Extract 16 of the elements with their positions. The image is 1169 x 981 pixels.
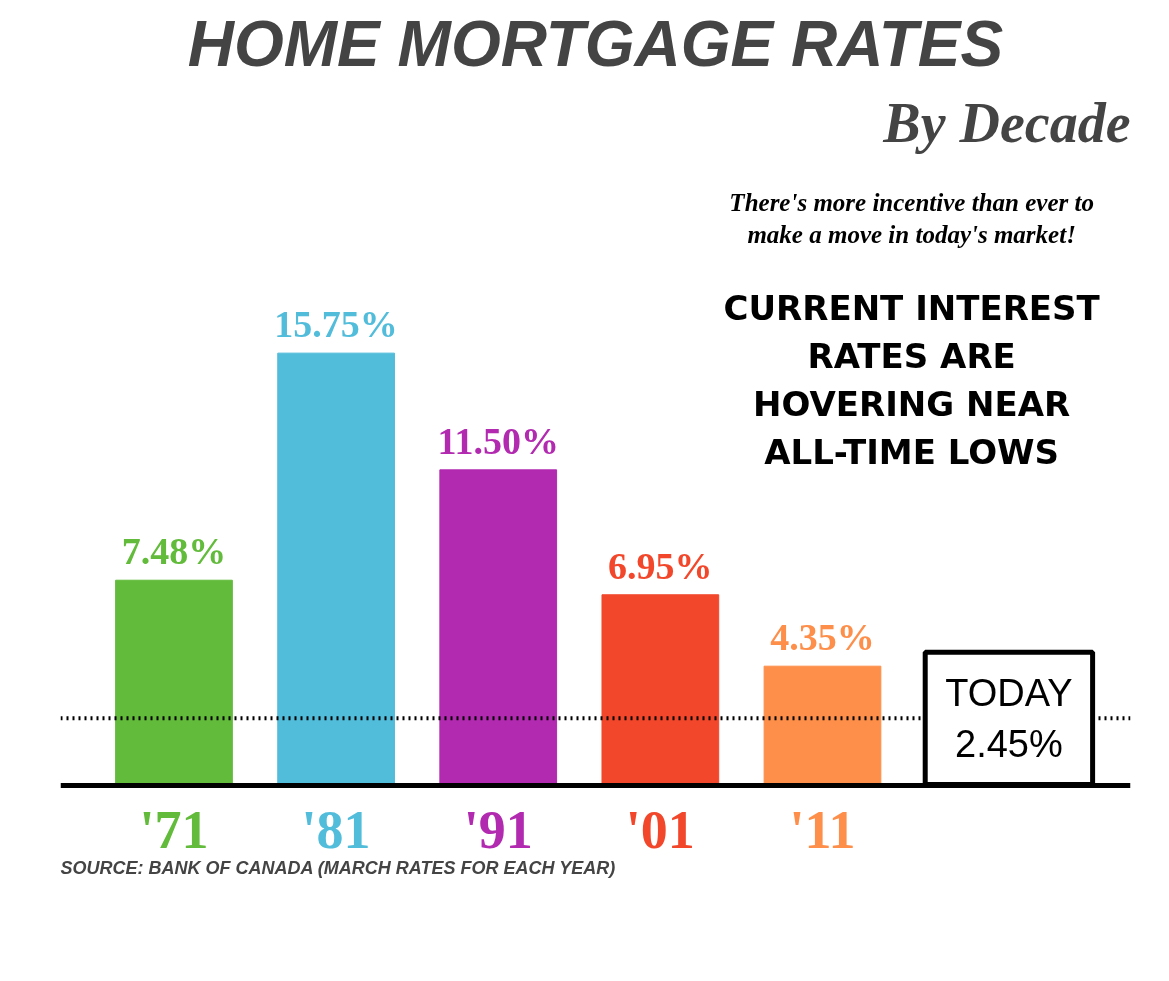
- source-note: SOURCE: BANK OF CANADA (MARCH RATES FOR EACH YEAR): [60, 857, 616, 878]
- data-label: 4.35%: [770, 616, 875, 659]
- data-label: 7.48%: [121, 530, 227, 573]
- data-label: 6.95%: [608, 544, 713, 587]
- annotation: CURRENT INTEREST RATES ARE HOVERING NEAR ALL-TIME LOWS: [723, 288, 1101, 473]
- x-tick-label: '01: [625, 799, 695, 860]
- x-tick-label: '11: [789, 799, 856, 860]
- chart-title: HOME MORTGAGE RATES: [187, 7, 1004, 80]
- x-tick-label: '71: [139, 799, 209, 860]
- data-label: 11.50%: [437, 419, 559, 462]
- ref-line-label: TODAY 2.45%: [945, 672, 1073, 765]
- text: There's more incentive than ever to make a move in today's market!: [729, 188, 1094, 249]
- data-label: 15.75%: [274, 303, 398, 346]
- chart-subtitle: By Decade: [882, 91, 1131, 154]
- x-tick-label: '91: [463, 799, 533, 860]
- x-tick-label: '81: [301, 799, 371, 860]
